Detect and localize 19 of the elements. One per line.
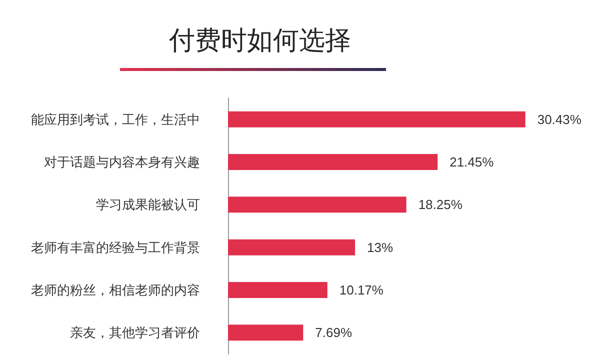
data-label: 18.25% [418,197,463,212]
y-tick-label: 对于话题与内容本身有兴趣 [44,154,200,170]
y-tick-label: 老师有丰富的经验与工作背景 [31,240,200,255]
y-tick-label: 亲友，其他学习者评价 [70,325,200,340]
bar [228,196,406,213]
y-tick-label: 学习成果能被认可 [96,197,200,212]
y-tick-label: 老师的粉丝，相信老师的内容 [31,282,200,298]
bar [228,239,356,256]
data-label: 7.69% [315,325,352,340]
y-tick-label: 能应用到考试，工作，生活中 [31,112,200,127]
chart-title: 付费时如何选择 [168,25,351,55]
bar [228,282,328,298]
bar [228,154,438,170]
data-label: 10.17% [339,282,384,298]
bar [228,111,526,128]
bar [228,324,304,341]
data-label: 21.45% [450,154,494,170]
data-label: 30.43% [537,112,582,127]
data-label: 13% [367,240,394,255]
